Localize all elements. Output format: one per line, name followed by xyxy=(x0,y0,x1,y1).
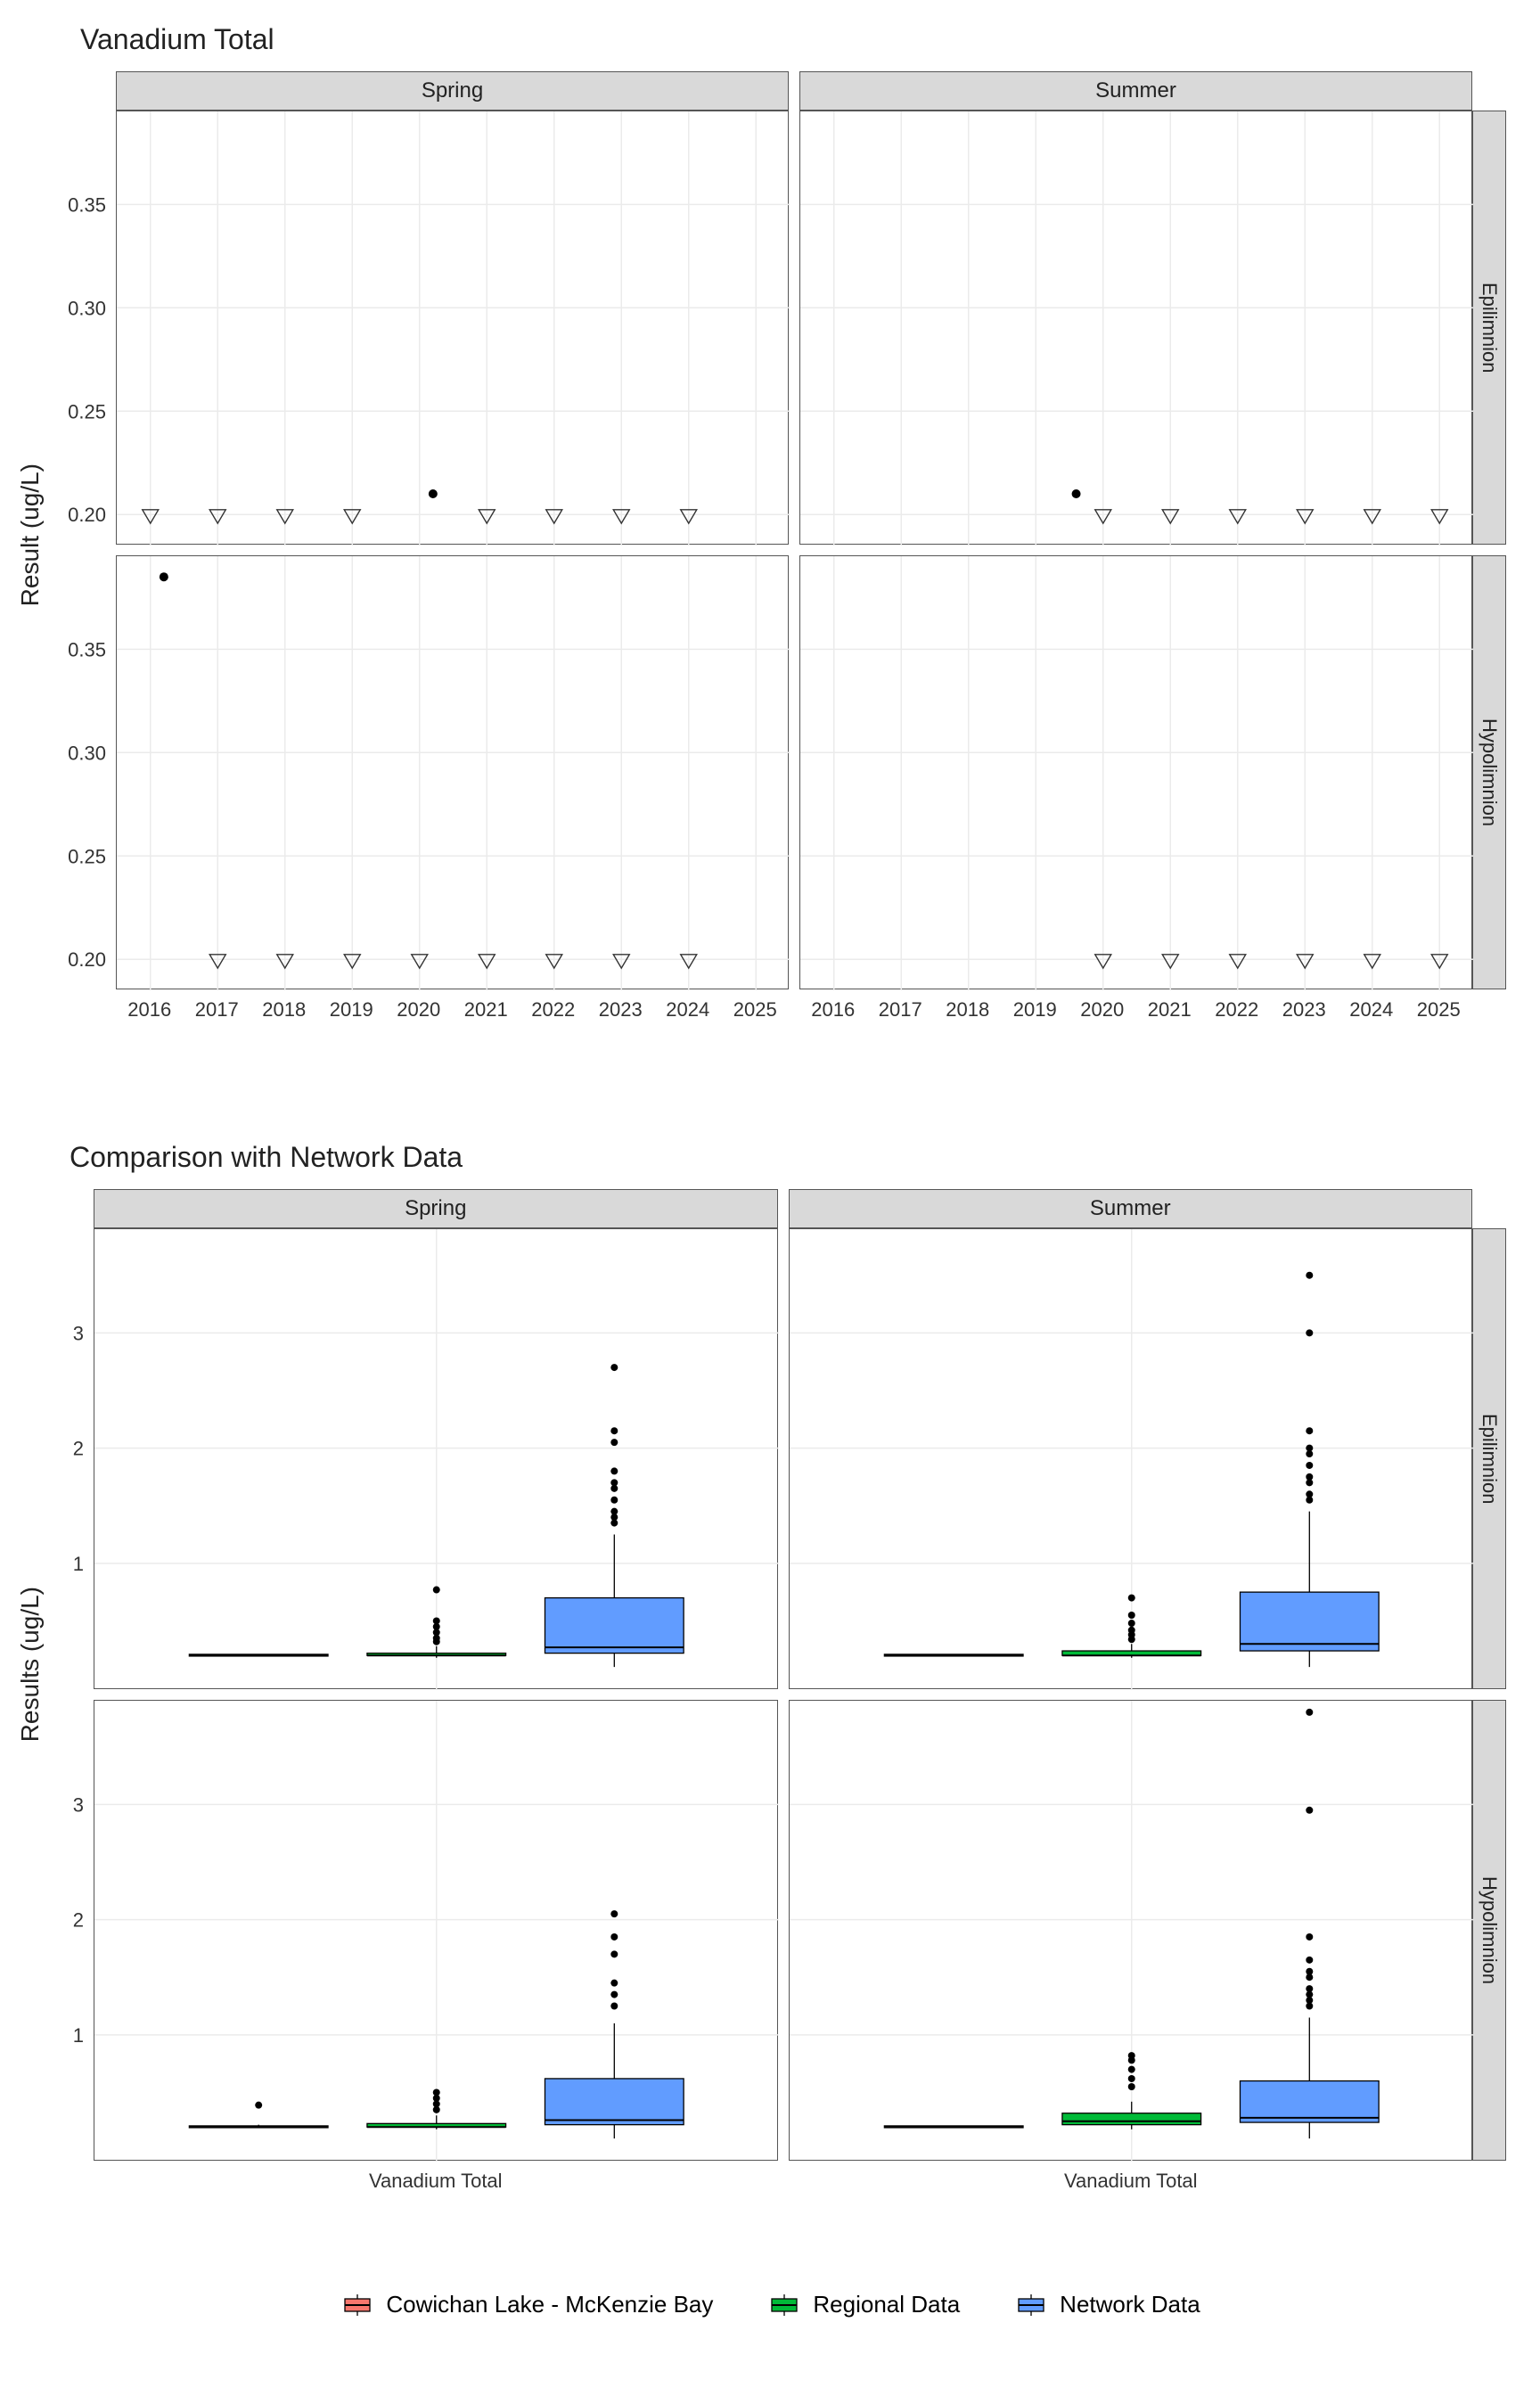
facet-row-header: Hypolimnion xyxy=(1472,555,1506,989)
svg-text:0.25: 0.25 xyxy=(68,400,106,423)
facet-row-header: Epilimnion xyxy=(1472,1228,1506,1689)
chart-panel: 0.200.250.300.35 xyxy=(116,555,789,989)
chart-panel: 0.200.250.300.35 xyxy=(116,111,789,545)
x-axis: Vanadium Total xyxy=(789,2161,1473,2205)
chart-panel xyxy=(799,111,1472,545)
svg-text:0.25: 0.25 xyxy=(68,845,106,867)
svg-text:2024: 2024 xyxy=(666,998,709,1021)
chart-panel: 123 xyxy=(94,1700,778,2161)
legend-item: Cowichan Lake - McKenzie Bay xyxy=(340,2291,713,2318)
legend-label: Cowichan Lake - McKenzie Bay xyxy=(386,2291,713,2318)
svg-text:2: 2 xyxy=(73,1909,84,1932)
svg-text:2020: 2020 xyxy=(1080,998,1124,1021)
svg-text:0.20: 0.20 xyxy=(68,504,106,526)
svg-text:0.30: 0.30 xyxy=(68,742,106,764)
legend-item: Regional Data xyxy=(766,2291,960,2318)
svg-text:0.30: 0.30 xyxy=(68,297,106,319)
x-axis: Vanadium Total xyxy=(94,2161,778,2205)
svg-text:Vanadium Total: Vanadium Total xyxy=(369,2170,503,2192)
facet-row-header: Epilimnion xyxy=(1472,111,1506,545)
legend-item: Network Data xyxy=(1013,2291,1200,2318)
chart1-title: Vanadium Total xyxy=(80,23,274,56)
legend: Cowichan Lake - McKenzie Bay Regional Dat… xyxy=(0,2291,1540,2318)
svg-text:2023: 2023 xyxy=(599,998,643,1021)
svg-text:2025: 2025 xyxy=(1417,998,1461,1021)
svg-text:2016: 2016 xyxy=(127,998,171,1021)
svg-text:2018: 2018 xyxy=(946,998,989,1021)
svg-text:2024: 2024 xyxy=(1349,998,1393,1021)
svg-text:Vanadium Total: Vanadium Total xyxy=(1063,2170,1197,2192)
facet-row-header: Hypolimnion xyxy=(1472,1700,1506,2161)
svg-text:2: 2 xyxy=(73,1438,84,1460)
svg-text:2019: 2019 xyxy=(330,998,373,1021)
legend-label: Regional Data xyxy=(813,2291,960,2318)
svg-text:2020: 2020 xyxy=(397,998,440,1021)
legend-key-icon xyxy=(766,2294,802,2316)
svg-text:3: 3 xyxy=(73,1322,84,1344)
chart-panel xyxy=(799,555,1472,989)
chart2-title: Comparison with Network Data xyxy=(70,1141,463,1174)
x-axis: 2016 2017 2018 2019 2020 2021 2022 2023 2024 2025 xyxy=(799,989,1472,1043)
chart1-grid: SpringSummerEpilimnion Hypolimnion 0.200.2… xyxy=(116,71,1506,1043)
svg-text:2022: 2022 xyxy=(531,998,575,1021)
svg-text:3: 3 xyxy=(73,1793,84,1816)
chart2-ylabel: Results (ug/L) xyxy=(16,1587,45,1742)
svg-text:1: 1 xyxy=(73,1553,84,1575)
facet-col-header: Summer xyxy=(789,1189,1473,1228)
svg-text:0.35: 0.35 xyxy=(68,638,106,661)
facet-col-header: Summer xyxy=(799,71,1472,111)
svg-text:2023: 2023 xyxy=(1282,998,1326,1021)
svg-text:2017: 2017 xyxy=(195,998,239,1021)
svg-text:0.20: 0.20 xyxy=(68,948,106,971)
chart1-ylabel: Result (ug/L) xyxy=(16,464,45,606)
chart-panel: 123 xyxy=(94,1228,778,1689)
svg-text:2018: 2018 xyxy=(262,998,306,1021)
svg-text:2021: 2021 xyxy=(1148,998,1192,1021)
legend-label: Network Data xyxy=(1060,2291,1200,2318)
svg-text:2019: 2019 xyxy=(1013,998,1057,1021)
svg-text:2021: 2021 xyxy=(464,998,508,1021)
page: Vanadium Total Result (ug/L) SpringSumme… xyxy=(0,0,1540,2396)
svg-text:2022: 2022 xyxy=(1215,998,1258,1021)
svg-text:2017: 2017 xyxy=(879,998,922,1021)
chart-panel xyxy=(789,1228,1473,1689)
svg-text:2016: 2016 xyxy=(811,998,855,1021)
legend-key-icon xyxy=(340,2294,375,2316)
facet-col-header: Spring xyxy=(116,71,789,111)
chart-panel xyxy=(789,1700,1473,2161)
svg-text:1: 1 xyxy=(73,2024,84,2047)
facet-col-header: Spring xyxy=(94,1189,778,1228)
chart2-grid: Spring SummerEpilimnion Hypolimnion 123123 V… xyxy=(94,1189,1506,2205)
svg-text:2025: 2025 xyxy=(733,998,777,1021)
legend-key-icon xyxy=(1013,2294,1049,2316)
svg-text:0.35: 0.35 xyxy=(68,193,106,216)
x-axis: 2016 2017 2018 2019 2020 2021 2022 2023 2024 2025 xyxy=(116,989,789,1043)
